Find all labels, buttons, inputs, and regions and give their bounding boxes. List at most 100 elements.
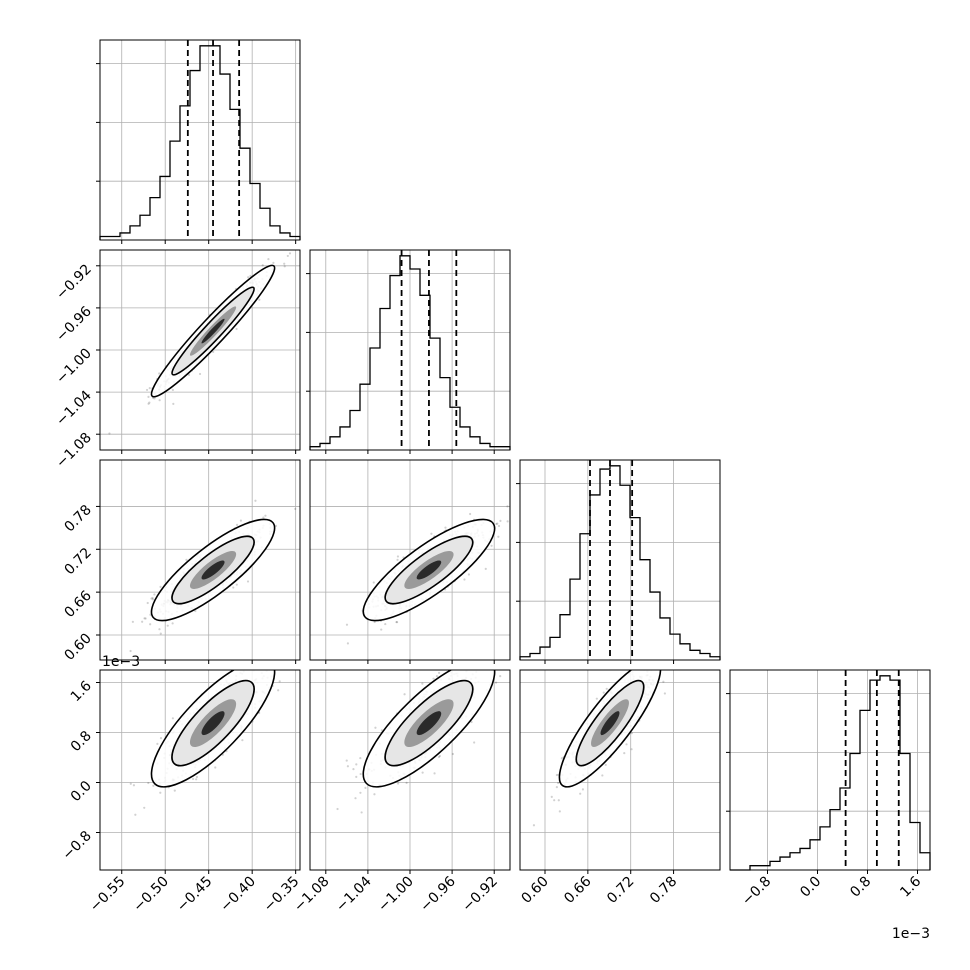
- y-tick-label: 0.72: [61, 545, 94, 578]
- sample-point: [557, 799, 560, 802]
- density-panel-3-2: [532, 652, 666, 827]
- sample-point: [345, 759, 348, 762]
- sample-point: [345, 623, 349, 626]
- sample-point: [150, 597, 153, 600]
- sample-point: [355, 763, 358, 766]
- sample-point: [158, 372, 161, 375]
- x-tick-label: 0.0: [797, 874, 824, 901]
- sample-point: [639, 666, 641, 668]
- contour-level-3: [201, 560, 225, 580]
- sample-point: [129, 782, 132, 785]
- sample-point: [396, 555, 400, 558]
- x-tick-label: −0.40: [217, 874, 259, 916]
- sample-point: [395, 620, 399, 624]
- sample-point: [484, 567, 487, 570]
- sample-point: [555, 786, 558, 789]
- sample-point: [452, 667, 454, 669]
- sample-point: [532, 824, 536, 827]
- sample-point: [274, 652, 276, 654]
- sample-point: [198, 372, 202, 376]
- sample-point: [274, 524, 278, 528]
- y-tick-label: 0.66: [61, 588, 94, 621]
- sample-point: [433, 772, 436, 775]
- sample-point: [235, 327, 238, 331]
- sample-point: [153, 593, 156, 596]
- sample-point: [288, 252, 292, 255]
- sample-point: [360, 811, 363, 814]
- sample-point: [473, 741, 476, 744]
- sample-point: [159, 632, 162, 635]
- sample-point: [269, 663, 271, 665]
- sample-point: [235, 583, 238, 586]
- y-tick-label: −1.00: [53, 346, 95, 388]
- sample-point: [108, 432, 111, 435]
- sample-point: [432, 677, 435, 680]
- density-panel-3-0: [129, 652, 281, 816]
- sample-point: [141, 620, 144, 623]
- x-tick-label: −0.96: [417, 873, 459, 915]
- sample-point: [359, 757, 362, 760]
- sample-point: [152, 784, 155, 787]
- x-tick-label: −0.55: [87, 874, 129, 916]
- x-tick-label: −0.45: [174, 874, 216, 916]
- y-tick-label: 0.8: [68, 728, 95, 755]
- sample-point: [171, 717, 175, 720]
- sample-point: [550, 795, 553, 798]
- sample-point: [132, 784, 136, 787]
- sample-point: [460, 657, 462, 659]
- y-tick-label: −1.08: [53, 430, 95, 472]
- sample-point: [555, 773, 558, 777]
- panel-frame-3-3: [729, 669, 931, 871]
- x-tick-label: 0.78: [647, 874, 680, 907]
- sample-point: [496, 522, 499, 525]
- histogram-step-2: [519, 465, 721, 660]
- sample-point: [143, 617, 146, 620]
- sample-point: [403, 693, 406, 696]
- sample-point: [396, 558, 399, 561]
- sample-point: [262, 516, 265, 519]
- sample-point: [194, 609, 197, 613]
- sample-point: [459, 667, 461, 669]
- sample-point: [372, 581, 375, 584]
- sample-point: [346, 642, 350, 645]
- sample-point: [191, 777, 195, 781]
- x-tick-label: 0.66: [561, 873, 594, 906]
- y-tick-label: −0.96: [53, 303, 95, 345]
- sample-point: [662, 680, 665, 683]
- sample-point: [435, 675, 439, 678]
- sample-point: [283, 265, 286, 268]
- sample-point: [159, 585, 162, 588]
- sample-point: [151, 598, 155, 601]
- y-tick-label: 1.6: [68, 678, 95, 705]
- sample-point: [642, 666, 644, 668]
- sample-point: [129, 649, 132, 653]
- density-panel-2-1: [345, 505, 509, 645]
- sample-point: [185, 558, 188, 561]
- sample-point: [149, 623, 152, 626]
- sample-point: [653, 652, 655, 654]
- sample-point: [374, 726, 377, 729]
- sample-point: [355, 775, 358, 778]
- panel-frame-3-2: [519, 669, 721, 871]
- sample-point: [470, 720, 473, 724]
- contour-level-3: [201, 711, 225, 736]
- sample-point: [239, 519, 243, 522]
- histogram-step-1: [309, 255, 511, 450]
- contour-level-3: [416, 711, 442, 736]
- sample-point: [630, 748, 633, 751]
- sample-point: [232, 586, 235, 589]
- sample-point: [171, 622, 174, 625]
- sample-point: [579, 792, 582, 795]
- sample-point: [212, 350, 215, 354]
- sample-point: [249, 274, 252, 278]
- sample-point: [144, 617, 147, 620]
- contour-level-3: [416, 560, 442, 580]
- sample-point: [277, 689, 280, 692]
- sample-point: [630, 731, 633, 735]
- sample-point: [286, 254, 289, 258]
- x-tick-label: −1.04: [333, 873, 375, 915]
- sample-point: [506, 505, 509, 508]
- sample-point: [230, 663, 232, 665]
- sample-point: [278, 680, 281, 683]
- sample-point: [497, 524, 501, 528]
